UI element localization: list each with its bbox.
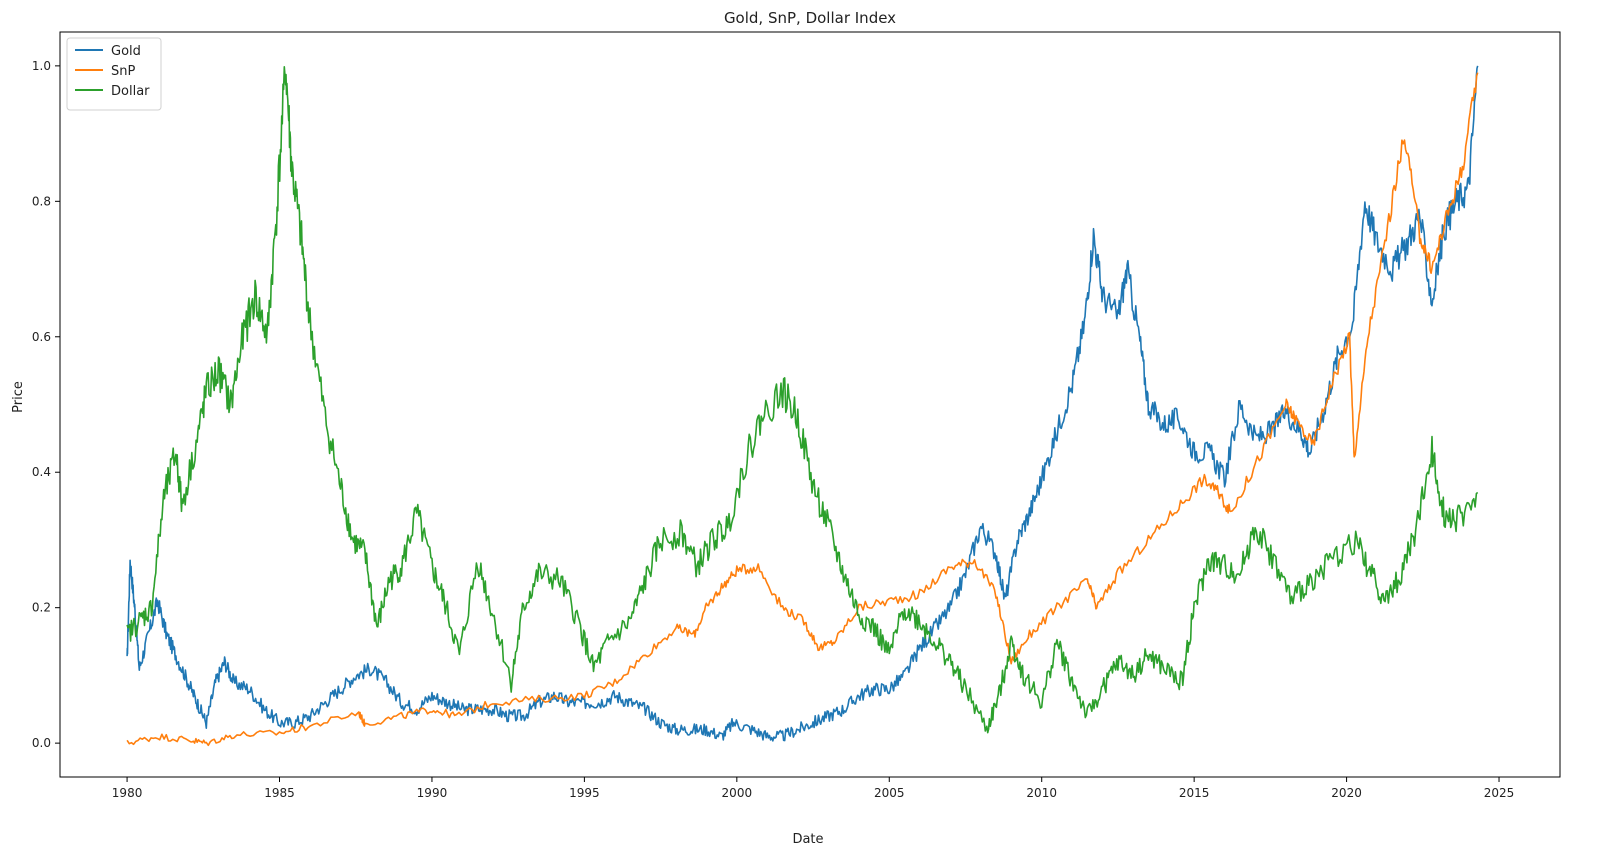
x-tick-label-1990: 1990: [417, 786, 448, 800]
x-tick-label-1980: 1980: [112, 786, 143, 800]
series-line-dollar: [126, 66, 1479, 734]
legend-label-snp: SnP: [111, 64, 135, 79]
x-tick-label-2025: 2025: [1484, 786, 1515, 800]
y-tick-label-1: 1.0: [32, 59, 51, 73]
legend-box: [66, 37, 162, 111]
legend-label-dollar: Dollar: [111, 84, 150, 99]
y-tick-label-0.8: 0.8: [32, 194, 51, 208]
legend-label-gold: Gold: [111, 44, 141, 59]
x-axis-label: Date: [792, 832, 823, 847]
series-line-gold: [126, 65, 1479, 742]
y-tick-label-0.2: 0.2: [32, 601, 51, 615]
x-tick-label-2010: 2010: [1026, 786, 1057, 800]
plot-frame: [59, 31, 1561, 778]
x-tick-label-1995: 1995: [569, 786, 600, 800]
legend: Gold SnP Dollar: [66, 37, 162, 111]
y-tick-label-0.4: 0.4: [32, 465, 51, 479]
x-tick-label-1985: 1985: [264, 786, 295, 800]
x-tick-label-2015: 2015: [1179, 786, 1210, 800]
series-line-snp: [126, 72, 1479, 747]
x-tick-label-2005: 2005: [874, 786, 905, 800]
plot-area: 1980 1985 1990 1995 2000 2005 2010 2015 2020 2025…: [32, 31, 1561, 800]
x-tick-label-2000: 2000: [722, 786, 753, 800]
x-tick-label-2020: 2020: [1331, 786, 1362, 800]
y-tick-label-0: 0.0: [32, 736, 51, 750]
y-tick-label-0.6: 0.6: [32, 330, 51, 344]
y-axis-label: Price: [11, 381, 26, 413]
chart-title: Gold, SnP, Dollar Index: [724, 9, 896, 27]
